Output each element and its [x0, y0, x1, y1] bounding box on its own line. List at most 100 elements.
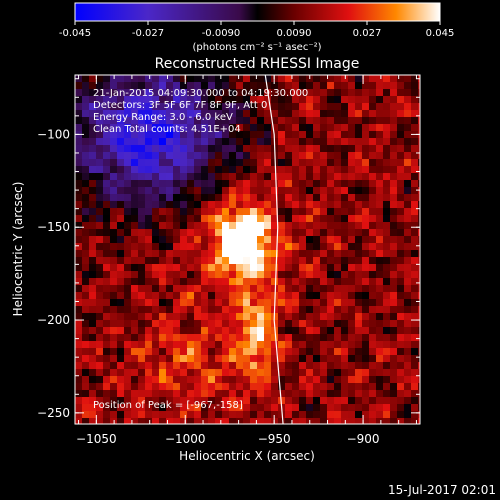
- heatmap-cell: [306, 103, 314, 111]
- heatmap-cell: [110, 236, 118, 244]
- heatmap-cell: [250, 236, 258, 244]
- heatmap-cell: [110, 348, 118, 356]
- heatmap-cell: [327, 138, 335, 146]
- heatmap-cell: [145, 243, 153, 251]
- heatmap-cell: [166, 138, 174, 146]
- heatmap-cell: [418, 194, 420, 202]
- heatmap-cell: [166, 376, 174, 384]
- heatmap-cell: [327, 194, 335, 202]
- heatmap-cell: [110, 131, 118, 139]
- heatmap-cell: [96, 264, 104, 272]
- heatmap-cell: [376, 327, 384, 335]
- heatmap-cell: [215, 271, 223, 279]
- heatmap-cell: [159, 138, 167, 146]
- heatmap-cell: [257, 299, 265, 307]
- heatmap-cell: [397, 418, 405, 424]
- heatmap-cell: [411, 404, 419, 412]
- heatmap-cell: [271, 376, 279, 384]
- heatmap-cell: [376, 299, 384, 307]
- heatmap-cell: [376, 159, 384, 167]
- info-time-range: 21-Jan-2015 04:09:30.000 to 04:19:30.000: [93, 88, 308, 99]
- heatmap-cell: [236, 264, 244, 272]
- colorbar-tick-label: -0.027: [132, 28, 164, 39]
- heatmap-cell: [138, 376, 146, 384]
- heatmap-cell: [117, 369, 125, 377]
- heatmap-cell: [243, 306, 251, 314]
- heatmap-cell: [229, 75, 237, 83]
- y-axis-label: Heliocentric Y (arcsec): [11, 182, 25, 317]
- heatmap-cell: [299, 362, 307, 370]
- heatmap-cell: [341, 334, 349, 342]
- heatmap-cell: [348, 264, 356, 272]
- heatmap-cell: [383, 313, 391, 321]
- heatmap-cell: [327, 383, 335, 391]
- heatmap-cell: [117, 89, 125, 97]
- heatmap-cell: [376, 278, 384, 286]
- heatmap-cell: [194, 285, 202, 293]
- heatmap-cell: [299, 299, 307, 307]
- heatmap-cell: [418, 390, 420, 398]
- heatmap-cell: [320, 215, 328, 223]
- heatmap-cell: [299, 96, 307, 104]
- heatmap-cell: [103, 404, 111, 412]
- heatmap-cell: [173, 89, 181, 97]
- heatmap-cell: [187, 75, 195, 83]
- heatmap-cell: [208, 159, 216, 167]
- heatmap-cell: [117, 180, 125, 188]
- heatmap-cell: [313, 103, 321, 111]
- heatmap-cell: [390, 173, 398, 181]
- heatmap-cell: [376, 285, 384, 293]
- heatmap-cell: [383, 257, 391, 265]
- heatmap-cell: [250, 264, 258, 272]
- heatmap-cell: [418, 313, 420, 321]
- heatmap-cell: [320, 355, 328, 363]
- heatmap-cell: [215, 89, 223, 97]
- heatmap-cell: [250, 75, 258, 83]
- heatmap-cell: [124, 341, 132, 349]
- heatmap-cell: [334, 103, 342, 111]
- heatmap-cell: [334, 89, 342, 97]
- heatmap-cell: [131, 159, 139, 167]
- heatmap-cell: [299, 159, 307, 167]
- heatmap-cell: [362, 257, 370, 265]
- heatmap-cell: [334, 145, 342, 153]
- heatmap-cell: [222, 271, 230, 279]
- heatmap-cell: [82, 138, 90, 146]
- heatmap-cell: [292, 292, 300, 300]
- heatmap-cell: [390, 117, 398, 125]
- heatmap-cell: [418, 236, 420, 244]
- heatmap-cell: [257, 201, 265, 209]
- heatmap-cell: [404, 376, 412, 384]
- heatmap-cell: [236, 117, 244, 125]
- heatmap-cell: [264, 173, 272, 181]
- heatmap-cell: [103, 299, 111, 307]
- heatmap-cell: [236, 145, 244, 153]
- heatmap-cell: [124, 411, 132, 419]
- heatmap-cell: [96, 236, 104, 244]
- heatmap-cell: [110, 201, 118, 209]
- heatmap-cell: [89, 75, 97, 83]
- heatmap-cell: [327, 187, 335, 195]
- heatmap-cell: [313, 313, 321, 321]
- heatmap-cell: [362, 166, 370, 174]
- heatmap-cell: [215, 250, 223, 258]
- heatmap-cell: [229, 271, 237, 279]
- heatmap-cell: [236, 348, 244, 356]
- heatmap-cell: [362, 222, 370, 230]
- heatmap-cell: [124, 138, 132, 146]
- heatmap-cell: [320, 285, 328, 293]
- heatmap-cell: [194, 89, 202, 97]
- heatmap-cell: [89, 145, 97, 153]
- heatmap-cell: [124, 117, 132, 125]
- heatmap-cell: [145, 180, 153, 188]
- heatmap-cell: [201, 201, 209, 209]
- heatmap-cell: [173, 229, 181, 237]
- heatmap-cell: [313, 208, 321, 216]
- heatmap-cell: [215, 243, 223, 251]
- heatmap-cell: [138, 257, 146, 265]
- heatmap-cell: [313, 222, 321, 230]
- heatmap-cell: [383, 334, 391, 342]
- heatmap-cell: [75, 215, 83, 223]
- colorbar-tick-label: -0.0090: [202, 28, 241, 39]
- heatmap-cell: [292, 201, 300, 209]
